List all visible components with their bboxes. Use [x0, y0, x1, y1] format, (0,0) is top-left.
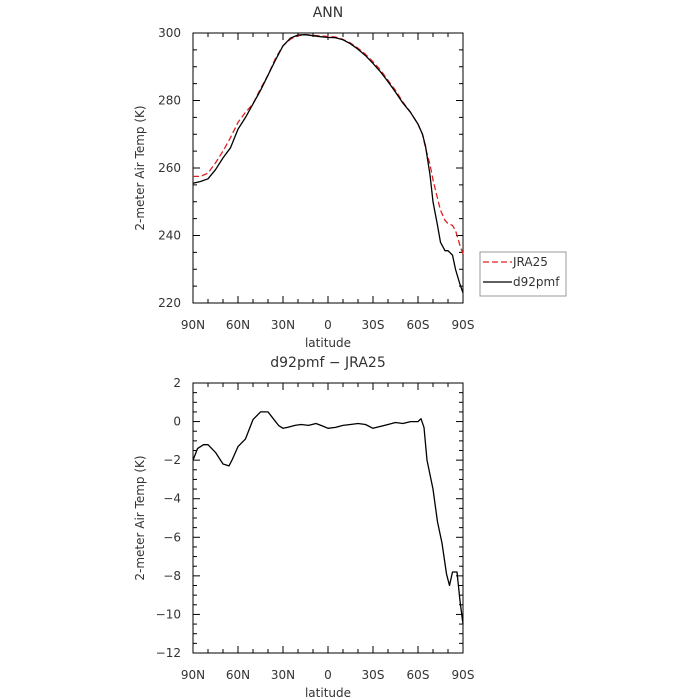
x-tick-label: 90N	[181, 318, 205, 332]
y-axis-label: 2-meter Air Temp (K)	[133, 105, 147, 230]
series-line-diff-0	[192, 411, 464, 625]
temperature-panel: 90N 60N 30N 0 30S 60S 90S 220 240 260 280 300 ANN lat…	[133, 5, 567, 350]
x-tick-label: 60S	[407, 668, 430, 682]
y-tick-label: 220	[158, 296, 181, 310]
x-tick-label: 30S	[362, 318, 385, 332]
y-tick-label: −4	[163, 492, 181, 506]
series-line-jra25	[193, 34, 464, 255]
y-tick-label: −12	[156, 646, 181, 660]
x-tick-label: 60S	[407, 318, 430, 332]
chart-title: d92pmf − JRA25	[270, 355, 385, 371]
y-tick-label: −2	[163, 453, 181, 467]
x-tick-label: 30N	[271, 668, 295, 682]
x-tick-label: 90S	[452, 668, 475, 682]
y-tick-label: −6	[163, 530, 181, 544]
y-tick-label: 240	[158, 229, 181, 243]
x-tick-label: 0	[324, 668, 332, 682]
x-tick-label: 90N	[181, 668, 205, 682]
legend-label-d92pmf: d92pmf	[513, 275, 560, 289]
x-tick-label: 60N	[226, 668, 250, 682]
y-tick-label: −8	[163, 569, 181, 583]
x-tick-label: 90S	[452, 318, 475, 332]
y-tick-label: 280	[158, 94, 181, 108]
plot-frame	[192, 32, 464, 304]
x-axis-label: latitude	[305, 336, 351, 350]
legend-label-jra25: JRA25	[512, 255, 548, 269]
y-tick-label: −10	[156, 607, 181, 621]
y-tick-label: 260	[158, 161, 181, 175]
x-tick-label: 30S	[362, 668, 385, 682]
series-line-d92pmf	[192, 34, 464, 294]
x-tick-label: 60N	[226, 318, 250, 332]
y-tick-label: 0	[173, 415, 181, 429]
legend: JRA25 d92pmf	[479, 251, 567, 297]
x-axis-label: latitude	[305, 686, 351, 700]
difference-panel: 90N 60N 30N 0 30S 60S 90S −12 −10 −8 −6 −4 −2 0 2 d92pm…	[133, 355, 474, 700]
y-tick-label: 2	[173, 376, 181, 390]
y-axis-label: 2-meter Air Temp (K)	[133, 455, 147, 580]
chart-title: ANN	[313, 5, 344, 21]
x-tick-label: 0	[324, 318, 332, 332]
x-tick-label: 30N	[271, 318, 295, 332]
legend-box	[479, 251, 567, 297]
y-tick-label: 300	[158, 26, 181, 40]
